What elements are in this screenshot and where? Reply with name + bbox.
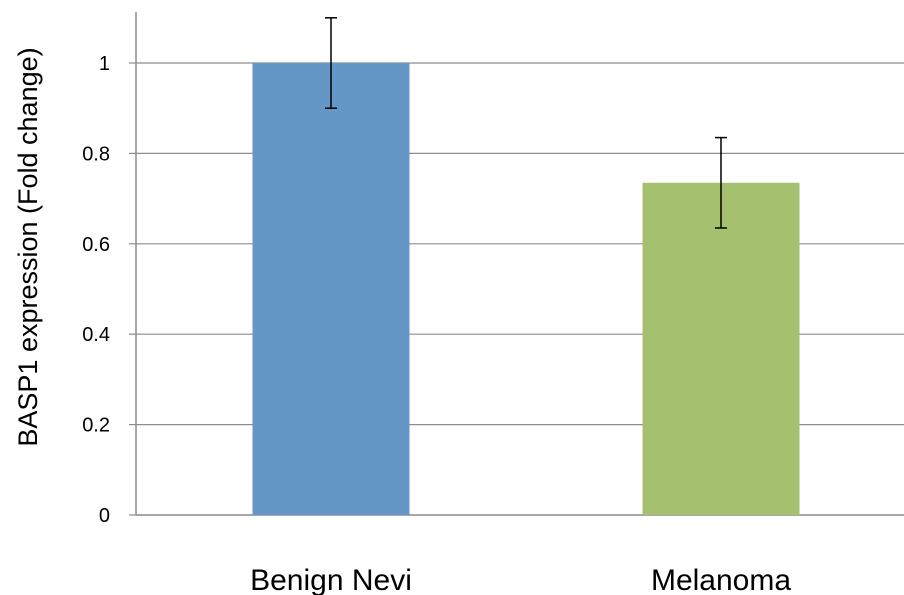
bars — [252, 63, 800, 515]
category-label: Melanoma — [651, 564, 791, 595]
y-tick-label: 0 — [99, 505, 110, 527]
category-label: Benign Nevi — [250, 564, 412, 595]
bar-melanoma — [642, 182, 800, 515]
error-bars — [325, 17, 727, 229]
y-axis-title: BASP1 expression (Fold change) — [13, 47, 43, 446]
y-tick-label: 0.8 — [82, 143, 110, 165]
category-labels: Benign Nevi Melanoma — [250, 564, 791, 595]
y-tick-label: 1 — [99, 53, 110, 75]
bar-benign-nevi — [252, 63, 410, 515]
y-tick-labels: 0 0.2 0.4 0.6 0.8 1 — [82, 53, 110, 527]
y-tick-label: 0.4 — [82, 324, 110, 346]
y-tick-label: 0.6 — [82, 234, 110, 256]
error-bar — [715, 136, 727, 229]
error-bar — [325, 17, 337, 109]
y-tick-label: 0.2 — [82, 415, 110, 437]
